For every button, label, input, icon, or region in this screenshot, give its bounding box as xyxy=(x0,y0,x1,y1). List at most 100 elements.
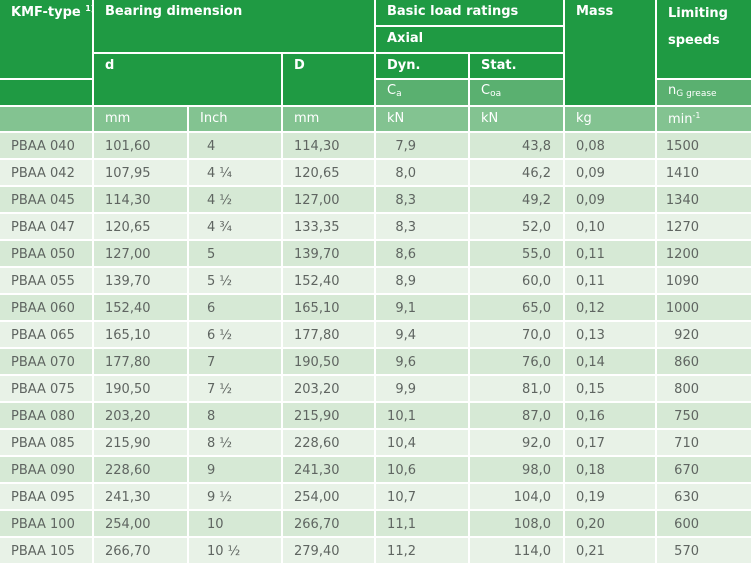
cell-mass: 0,08 xyxy=(565,133,657,160)
cell-speed: 600 xyxy=(657,511,751,538)
header-d-small: d xyxy=(94,54,283,107)
unit-D-mm: mm xyxy=(283,107,376,133)
cell-mass: 0,14 xyxy=(565,349,657,376)
cell-stat: 55,0 xyxy=(470,241,565,268)
cell-type: PBAA 047 xyxy=(0,214,94,241)
cell-dyn: 10,1 xyxy=(376,403,470,430)
cell-d-mm: 241,30 xyxy=(94,484,189,511)
cell-type: PBAA 070 xyxy=(0,349,94,376)
header-ng-sub: G grease xyxy=(676,89,717,99)
cell-D-mm: 241,30 xyxy=(283,457,376,484)
cell-dyn: 9,6 xyxy=(376,349,470,376)
cell-d-mm: 190,50 xyxy=(94,376,189,403)
cell-d-mm: 254,00 xyxy=(94,511,189,538)
cell-d-inch: 6 ½ xyxy=(189,322,283,349)
cell-speed: 750 xyxy=(657,403,751,430)
cell-type: PBAA 050 xyxy=(0,241,94,268)
cell-speed: 1270 xyxy=(657,214,751,241)
cell-stat: 43,8 xyxy=(470,133,565,160)
cell-type: PBAA 055 xyxy=(0,268,94,295)
header-basic-load-ratings: Basic load ratings xyxy=(376,0,565,27)
header-limiting-line1: Limiting xyxy=(668,6,728,21)
cell-D-mm: 279,40 xyxy=(283,538,376,565)
header-ca-sub: a xyxy=(396,89,402,99)
cell-mass: 0,16 xyxy=(565,403,657,430)
cell-D-mm: 165,10 xyxy=(283,295,376,322)
cell-D-mm: 114,30 xyxy=(283,133,376,160)
cell-D-mm: 133,35 xyxy=(283,214,376,241)
cell-mass: 0,11 xyxy=(565,268,657,295)
cell-stat: 60,0 xyxy=(470,268,565,295)
cell-speed: 800 xyxy=(657,376,751,403)
header-d-large: D xyxy=(283,54,376,107)
cell-speed: 630 xyxy=(657,484,751,511)
header-bearing-dimension: Bearing dimension xyxy=(94,0,376,54)
cell-d-inch: 7 ½ xyxy=(189,376,283,403)
cell-mass: 0,15 xyxy=(565,376,657,403)
header-kmf-blank xyxy=(0,80,94,107)
cell-stat: 108,0 xyxy=(470,511,565,538)
cell-stat: 76,0 xyxy=(470,349,565,376)
header-kmf-type: KMF-type 1) xyxy=(0,0,94,80)
header-ng-main: n xyxy=(668,83,677,98)
cell-d-mm: 266,70 xyxy=(94,538,189,565)
cell-type: PBAA 080 xyxy=(0,403,94,430)
cell-D-mm: 139,70 xyxy=(283,241,376,268)
cell-d-inch: 6 xyxy=(189,295,283,322)
unit-d-mm: mm xyxy=(94,107,189,133)
cell-d-mm: 127,00 xyxy=(94,241,189,268)
cell-d-mm: 139,70 xyxy=(94,268,189,295)
cell-speed: 570 xyxy=(657,538,751,565)
cell-d-mm: 152,40 xyxy=(94,295,189,322)
cell-stat: 98,0 xyxy=(470,457,565,484)
header-ng-symbol: nG grease xyxy=(657,80,751,107)
cell-d-inch: 9 ½ xyxy=(189,484,283,511)
header-limiting-line2: speeds xyxy=(668,33,720,48)
cell-type: PBAA 060 xyxy=(0,295,94,322)
cell-speed: 860 xyxy=(657,349,751,376)
cell-D-mm: 190,50 xyxy=(283,349,376,376)
cell-dyn: 9,9 xyxy=(376,376,470,403)
cell-stat: 81,0 xyxy=(470,376,565,403)
cell-D-mm: 120,65 xyxy=(283,160,376,187)
cell-D-mm: 254,00 xyxy=(283,484,376,511)
header-mass: Mass xyxy=(565,0,657,107)
cell-type: PBAA 042 xyxy=(0,160,94,187)
cell-d-inch: 10 xyxy=(189,511,283,538)
cell-D-mm: 203,20 xyxy=(283,376,376,403)
cell-d-inch: 10 ½ xyxy=(189,538,283,565)
cell-d-inch: 8 ½ xyxy=(189,430,283,457)
cell-dyn: 10,4 xyxy=(376,430,470,457)
cell-mass: 0,09 xyxy=(565,187,657,214)
cell-dyn: 11,2 xyxy=(376,538,470,565)
unit-d-inch: Inch xyxy=(189,107,283,133)
cell-mass: 0,11 xyxy=(565,241,657,268)
cell-type: PBAA 100 xyxy=(0,511,94,538)
cell-speed: 710 xyxy=(657,430,751,457)
cell-mass: 0,09 xyxy=(565,160,657,187)
cell-d-mm: 228,60 xyxy=(94,457,189,484)
cell-dyn: 8,9 xyxy=(376,268,470,295)
header-stat: Stat. xyxy=(470,54,565,80)
cell-mass: 0,17 xyxy=(565,430,657,457)
cell-type: PBAA 040 xyxy=(0,133,94,160)
cell-d-inch: 7 xyxy=(189,349,283,376)
cell-dyn: 7,9 xyxy=(376,133,470,160)
cell-d-mm: 177,80 xyxy=(94,349,189,376)
unit-stat: kN xyxy=(470,107,565,133)
cell-mass: 0,18 xyxy=(565,457,657,484)
cell-D-mm: 152,40 xyxy=(283,268,376,295)
header-coa-sub: oa xyxy=(490,89,502,99)
cell-type: PBAA 045 xyxy=(0,187,94,214)
cell-dyn: 8,6 xyxy=(376,241,470,268)
cell-stat: 92,0 xyxy=(470,430,565,457)
cell-speed: 1000 xyxy=(657,295,751,322)
unit-speed-sup: -1 xyxy=(692,111,701,120)
cell-d-inch: 8 xyxy=(189,403,283,430)
cell-d-mm: 101,60 xyxy=(94,133,189,160)
header-kmf-type-footnote: 1) xyxy=(85,4,94,13)
cell-speed: 1340 xyxy=(657,187,751,214)
cell-d-mm: 203,20 xyxy=(94,403,189,430)
cell-mass: 0,20 xyxy=(565,511,657,538)
cell-stat: 70,0 xyxy=(470,322,565,349)
